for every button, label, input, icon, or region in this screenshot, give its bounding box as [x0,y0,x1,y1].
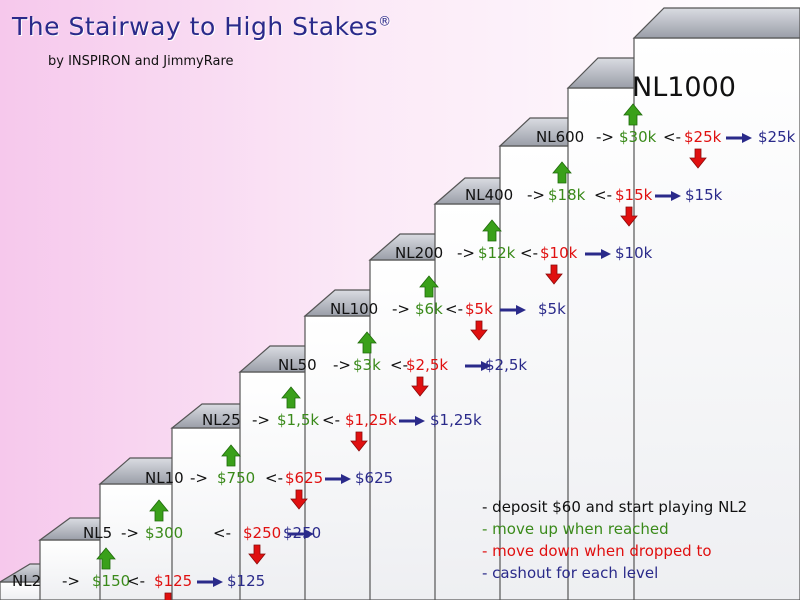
move-up-value: $3k [353,356,381,374]
legend-item-cashout: - cashout for each level [482,564,659,582]
move-up-value: $1,5k [277,411,320,429]
cashout-value: $10k [615,244,653,262]
legend-item-deposit: - deposit $60 and start playing NL2 [482,498,748,516]
move-down-value: $1,25k [345,411,397,429]
move-up-value: $750 [217,469,256,487]
move-up-operator: -> [190,469,208,487]
move-up-operator: -> [252,411,270,429]
move-up-operator: -> [62,572,80,590]
move-down-operator: <- [520,244,538,262]
move-up-operator: -> [457,244,475,262]
move-up-arrow-icon [221,444,241,467]
move-up-value: $30k [619,128,657,146]
move-up-value: $300 [145,524,184,542]
move-up-arrow-icon [149,499,169,522]
move-down-arrow-icon [411,376,429,397]
move-up-arrow-icon [623,103,643,126]
stair-tread [632,7,800,39]
legend: - deposit $60 and start playing NL2 - mo… [482,496,747,584]
move-down-arrow-icon [689,148,707,169]
move-up-arrow-icon [552,161,572,184]
move-down-arrow-icon [545,264,563,285]
cashout-arrowhead-icon [481,361,491,371]
move-up-operator: -> [596,128,614,146]
move-up-value: $18k [548,186,586,204]
top-level-label: NL1000 [632,72,736,103]
stairs [0,7,800,600]
move-up-operator: -> [333,356,351,374]
move-down-arrow-icon [164,592,172,600]
cashout-value: $625 [355,469,394,487]
move-up-value: $150 [92,572,131,590]
move-down-arrow-icon [350,431,368,452]
move-up-arrow-icon [482,219,502,242]
move-down-operator: <- [663,128,681,146]
cashout-arrowhead-icon [516,305,526,315]
move-down-operator: <- [594,186,612,204]
move-down-arrow-icon [470,320,488,341]
level-label: NL600 [536,128,585,146]
arrows [96,103,752,600]
level-label: NL2 [12,572,42,590]
move-down-value: $25k [684,128,722,146]
move-down-operator: <- [213,524,231,542]
legend-item-move-up: - move up when reached [482,520,669,538]
cashout-arrowhead-icon [671,191,681,201]
move-down-value: $250 [243,524,282,542]
move-down-value: $125 [154,572,193,590]
move-down-operator: <- [265,469,283,487]
move-up-operator: -> [392,300,410,318]
cashout-value: $125 [227,572,266,590]
stair-step [633,37,800,600]
move-up-value: $6k [415,300,443,318]
move-up-value: $12k [478,244,516,262]
cashout-value: $5k [538,300,566,318]
cashout-value: $15k [685,186,723,204]
level-label: NL200 [395,244,444,262]
level-label: NL400 [465,186,514,204]
cashout-arrowhead-icon [304,529,314,539]
move-up-operator: -> [121,524,139,542]
move-up-operator: -> [527,186,545,204]
level-label: NL100 [330,300,379,318]
move-down-value: $625 [285,469,324,487]
cashout-value: $1,25k [430,411,482,429]
cashout-value: $2,5k [485,356,528,374]
move-up-arrow-icon [281,386,301,409]
move-down-operator: <- [127,572,145,590]
move-down-operator: <- [390,356,408,374]
cashout-arrowhead-icon [742,133,752,143]
page-title: The Stairway to High Stakes® [12,12,392,41]
move-down-arrow-icon [620,206,638,227]
move-up-arrow-icon [419,275,439,298]
move-down-value: $5k [465,300,493,318]
cashout-arrowhead-icon [415,416,425,426]
level-label: NL50 [278,356,317,374]
move-up-arrow-icon [96,547,116,570]
level-label: NL5 [83,524,113,542]
level-label: NL25 [202,411,241,429]
move-down-value: $2,5k [406,356,449,374]
cashout-arrowhead-icon [601,249,611,259]
level-label: NL10 [145,469,184,487]
move-down-operator: <- [322,411,340,429]
cashout-arrowhead-icon [213,577,223,587]
cashout-value: $250 [283,524,322,542]
move-up-arrow-icon [357,331,377,354]
move-down-value: $10k [540,244,578,262]
move-down-arrow-icon [290,489,308,510]
move-down-arrow-icon [248,544,266,565]
legend-item-move-down: - move down when dropped to [482,542,712,560]
move-down-value: $15k [615,186,653,204]
byline: by INSPIRON and JimmyRare [48,54,234,69]
cashout-arrowhead-icon [341,474,351,484]
cashout-value: $25k [758,128,796,146]
move-down-operator: <- [445,300,463,318]
